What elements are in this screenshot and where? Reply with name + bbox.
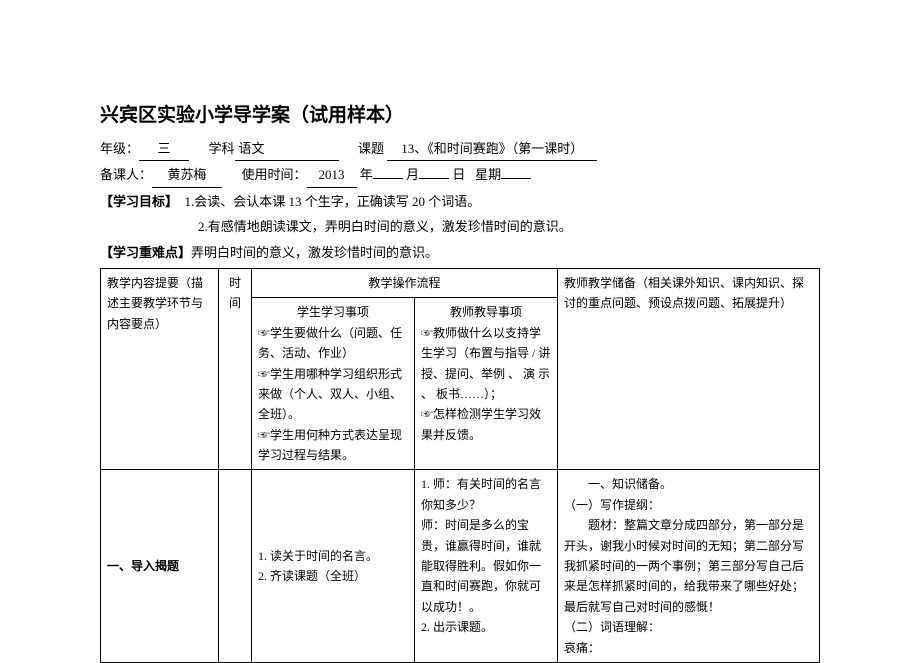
day-unit: 日 <box>452 167 465 182</box>
preparer-label: 备课人： <box>100 167 152 182</box>
info-row-1: 年级：三 学科语文 课题 13、《和时间赛跑》（第一课时） <box>100 137 820 161</box>
head-time: 时间 <box>219 268 252 470</box>
month-blank <box>373 178 403 179</box>
head-teacher: 教师教导事项 ☞教师做什么以支持学生学习（布置与指导 / 讲授、提问、举例 、 … <box>415 298 558 470</box>
difficulty-row: 【学习重难点】弄明白时间的意义，激发珍惜时间的意识。 <box>100 241 820 264</box>
usetime-label: 使用时间： <box>242 167 307 182</box>
head-reserve: 教师教学储备（相关课外知识、课内知识、探讨的重点问题、预设点拨问题、拓展提升） <box>558 268 820 470</box>
doc-title: 兴宾区实验小学导学案（试用样本） <box>100 100 820 127</box>
difficulty-text: 弄明白时间的意义，激发珍惜时间的意识。 <box>191 245 438 260</box>
objective-2: 2.有感情地朗读课文，弄明白时间的意义，激发珍惜时间的意识。 <box>100 215 820 238</box>
row1-section: 一、导入揭题 <box>101 470 219 663</box>
grade-label: 年级： <box>100 141 139 156</box>
head-content: 教学内容提要（描述主要教学环节与内容要点） <box>101 268 219 470</box>
year-unit: 年 <box>360 167 373 182</box>
row1-student: 1. 读关于时间的名言。 2. 齐读课题（全班） <box>252 470 415 663</box>
objectives-label: 【学习目标】 <box>100 194 178 209</box>
difficulty-label: 【学习重难点】 <box>100 245 191 260</box>
head-student: 学生学习事项 ☞学生要做什么（问题、任务、活动、作业） ☞学生用哪种学习组织形式… <box>252 298 415 470</box>
week-label: 星期 <box>475 167 501 182</box>
subject-value: 语文 <box>235 137 339 161</box>
reserve-word: 哀痛： <box>564 638 813 658</box>
row1-teacher: 1. 师：有关时间的名言你知多少？ 师：时间是多么的宝贵，谁赢得时间，谁就能取得… <box>415 470 558 663</box>
head-flow: 教学操作流程 <box>252 268 558 297</box>
week-blank <box>501 178 531 179</box>
lesson-table: 教学内容提要（描述主要教学环节与内容要点） 时间 教学操作流程 教师教学储备（相… <box>100 268 820 663</box>
row1-reserve: 一、知识储备。 （一）写作提纲： 题材：整篇文章分成四部分，第一部分是开头，谢我… <box>558 470 820 663</box>
teacher-col-title: 教师教导事项 <box>421 302 551 322</box>
student-col-title: 学生学习事项 <box>258 302 408 322</box>
subject-label: 学科 <box>209 141 235 156</box>
use-year: 2013 <box>307 163 357 187</box>
month-unit: 月 <box>406 167 419 182</box>
reserve-sub1: （一）写作提纲： <box>564 495 813 515</box>
row1-time <box>219 470 252 663</box>
teacher-col-desc: ☞教师做什么以支持学生学习（布置与指导 / 讲授、提问、举例 、 演 示 、 板… <box>421 323 551 445</box>
lesson-value: 13、《和时间赛跑》（第一课时） <box>387 137 597 161</box>
reserve-body: 题材：整篇文章分成四部分，第一部分是开头，谢我小时候对时间的无知；第二部分写我抓… <box>564 515 813 617</box>
objective-1: 1.会读、会认本课 13 个生字，正确读写 20 个词语。 <box>185 194 481 209</box>
objectives-row: 【学习目标】 1.会读、会认本课 13 个生字，正确读写 20 个词语。 <box>100 190 820 213</box>
grade-value: 三 <box>139 137 189 161</box>
preparer-value: 黄苏梅 <box>152 163 222 187</box>
day-blank <box>419 178 449 179</box>
reserve-title: 一、知识储备。 <box>564 474 813 494</box>
reserve-sub2: （二）词语理解： <box>564 617 813 637</box>
student-col-desc: ☞学生要做什么（问题、任务、活动、作业） ☞学生用哪种学习组织形式来做（个人、双… <box>258 323 408 466</box>
info-row-2: 备课人：黄苏梅 使用时间：2013 年 月 日 星期 <box>100 163 820 187</box>
lesson-label: 课题 <box>358 141 384 156</box>
